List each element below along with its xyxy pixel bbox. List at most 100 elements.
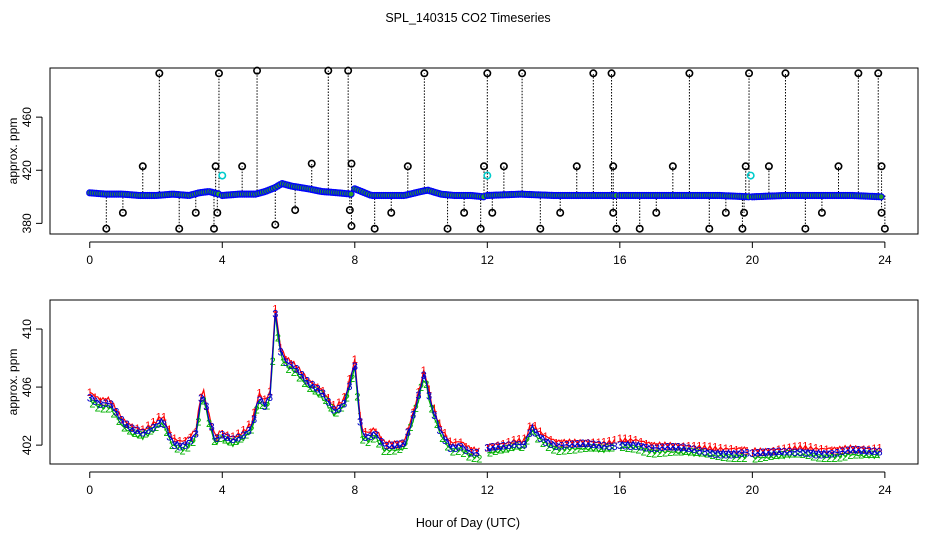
series-marker-3: 3 <box>474 448 480 460</box>
series-marker-2: 2 <box>551 444 557 456</box>
series-marker-3: 3 <box>537 433 543 445</box>
series-marker-3: 3 <box>129 423 135 435</box>
series-marker-1: 1 <box>786 442 792 454</box>
series-marker-3: 3 <box>622 441 628 453</box>
series-marker-3: 3 <box>659 442 665 454</box>
series-marker-1: 1 <box>97 396 103 408</box>
series-marker-1: 1 <box>728 444 734 456</box>
series-marker-2: 2 <box>291 367 297 379</box>
series-marker-1: 1 <box>548 434 554 446</box>
series-marker-3: 3 <box>675 442 681 454</box>
series-marker-1: 1 <box>458 437 464 449</box>
series-marker-2: 2 <box>121 422 127 434</box>
series-marker-2: 2 <box>720 452 726 464</box>
series-marker-1: 1 <box>320 386 326 398</box>
series-marker-2: 2 <box>492 446 498 458</box>
x-tick-label: 8 <box>351 253 358 267</box>
drop-point <box>612 224 621 233</box>
series-marker-2: 2 <box>757 453 763 465</box>
x-tick-label: 0 <box>86 483 93 497</box>
spike-point <box>668 162 677 171</box>
series-marker-2: 2 <box>598 443 604 455</box>
series-marker-1: 1 <box>733 444 739 456</box>
series-marker-1: 1 <box>166 424 172 436</box>
series-marker-2: 2 <box>100 404 106 416</box>
series-marker-2: 2 <box>153 422 159 434</box>
drop-point <box>347 222 356 231</box>
series-marker-2: 2 <box>651 449 657 461</box>
series-marker-2: 2 <box>376 438 382 450</box>
series-marker-3: 3 <box>150 422 156 434</box>
series-marker-3: 3 <box>293 364 299 376</box>
series-marker-1: 1 <box>834 445 840 457</box>
series-marker-2: 2 <box>667 447 673 459</box>
series-marker-2: 2 <box>847 450 853 462</box>
drop-point <box>209 224 218 233</box>
series-marker-2: 2 <box>662 447 668 459</box>
series-marker-2: 2 <box>429 404 435 416</box>
series-marker-2: 2 <box>323 395 329 407</box>
series-marker-3: 3 <box>235 432 241 444</box>
series-marker-3: 3 <box>861 445 867 457</box>
series-marker-3: 3 <box>707 448 713 460</box>
series-marker-2: 2 <box>768 451 774 463</box>
drop-point <box>213 208 222 217</box>
series-marker-2: 2 <box>222 435 228 447</box>
spike-point <box>479 162 488 171</box>
series-marker-3: 3 <box>823 449 829 461</box>
spike-point <box>420 69 429 78</box>
series-marker-1: 1 <box>346 373 352 385</box>
spike-point <box>138 162 147 171</box>
series-marker-1: 1 <box>808 441 814 453</box>
drop-point <box>102 224 111 233</box>
spike-point <box>834 162 843 171</box>
series-marker-3: 3 <box>357 417 363 429</box>
series-line-3 <box>89 395 220 448</box>
series-marker-3: 3 <box>792 447 798 459</box>
series-marker-1: 1 <box>431 403 437 415</box>
series-marker-3: 3 <box>850 444 856 456</box>
series-marker-2: 2 <box>810 451 816 463</box>
series-marker-3: 3 <box>585 438 591 450</box>
series-marker-3: 3 <box>177 441 183 453</box>
series-marker-1: 1 <box>161 411 167 423</box>
series-marker-3: 3 <box>134 425 140 437</box>
series-marker-1: 1 <box>717 442 723 454</box>
series-marker-2: 2 <box>280 357 286 369</box>
top-axes: 0 4 8 12 16 20 24 380 420 460 <box>20 107 892 267</box>
drop-point <box>387 208 396 217</box>
series-line-2 <box>354 366 480 460</box>
series-marker-3: 3 <box>309 380 315 392</box>
series-marker-2: 2 <box>577 444 583 456</box>
series-marker-1: 1 <box>368 427 374 439</box>
series-marker-3: 3 <box>760 447 766 459</box>
series-marker-3: 3 <box>574 438 580 450</box>
series-line-3 <box>354 365 480 456</box>
series-marker-3: 3 <box>500 440 506 452</box>
series-marker-2: 2 <box>317 389 323 401</box>
series-marker-1: 1 <box>643 439 649 451</box>
drop-point <box>721 208 730 217</box>
series-marker-1: 1 <box>256 388 262 400</box>
series-marker-3: 3 <box>172 440 178 452</box>
spike-point <box>307 159 316 168</box>
series-line-1 <box>354 358 480 453</box>
spike-point <box>214 69 223 78</box>
series-marker-3: 3 <box>225 432 231 444</box>
series-marker-1: 1 <box>447 436 453 448</box>
x-tick-label: 4 <box>219 253 226 267</box>
series-marker-3: 3 <box>606 441 612 453</box>
bottom-y-axis-label: approx. ppm <box>6 349 20 416</box>
series-marker-1: 1 <box>373 427 379 439</box>
series-marker-2: 2 <box>126 426 132 438</box>
series-marker-3: 3 <box>299 369 305 381</box>
drop-point <box>740 208 749 217</box>
series-marker-2: 2 <box>524 435 530 447</box>
drop-point <box>877 208 886 217</box>
series-marker-2: 2 <box>116 416 122 428</box>
series-marker-3: 3 <box>92 396 98 408</box>
series-marker-2: 2 <box>694 447 700 459</box>
series-marker-2: 2 <box>784 449 790 461</box>
